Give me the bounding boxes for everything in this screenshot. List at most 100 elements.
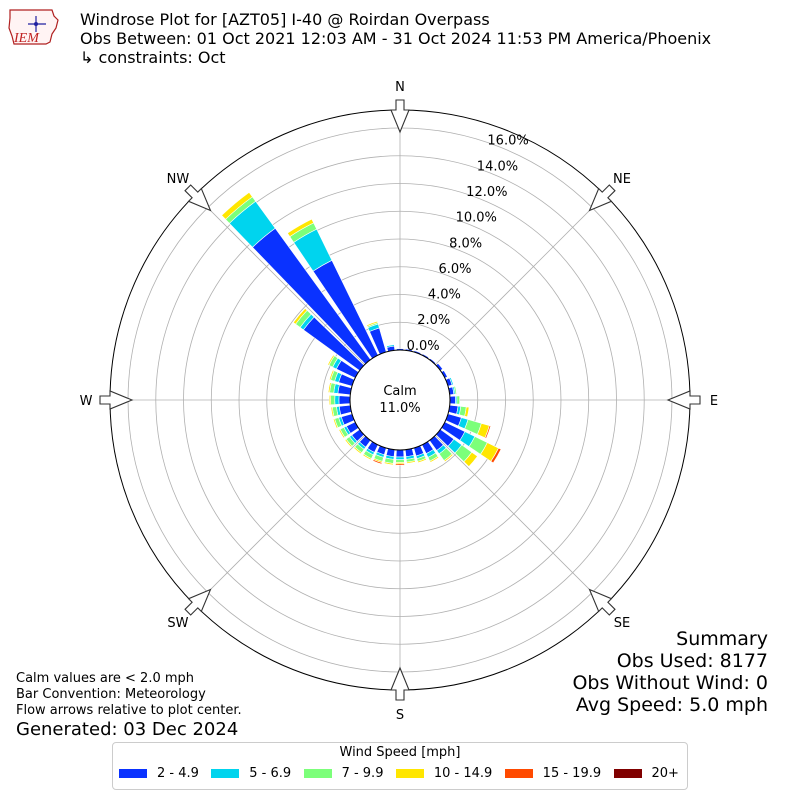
obs-without-wind: Obs Without Wind: 0: [572, 672, 768, 694]
windrose-bar-segment: [395, 449, 405, 458]
iem-logo-graphic: IEM: [8, 9, 59, 46]
windrose-bar-segment: [338, 428, 346, 439]
windrose-bar-segment: [330, 394, 336, 406]
windrose-bar-segment: [328, 369, 335, 381]
windrose-bar-segment: [338, 395, 351, 405]
legend-label: 2 - 4.9: [157, 766, 199, 781]
direction-label: W: [80, 394, 93, 409]
windrose-bar-segment: [344, 438, 353, 448]
radial-tick-label: 0.0%: [407, 339, 440, 354]
flow-arrow: [184, 588, 212, 616]
spoke-line: [194, 435, 365, 606]
windrose-bar-segment: [327, 354, 335, 366]
flow-arrows-note: Flow arrows relative to plot center.: [16, 703, 242, 718]
windrose-bar-segment: [332, 418, 339, 429]
spoke-line: [435, 194, 606, 365]
direction-label: N: [395, 80, 405, 95]
spoke-line: [194, 194, 365, 365]
flow-arrow: [588, 184, 616, 212]
legend-label: 5 - 6.9: [249, 766, 292, 781]
radial-tick-label: 8.0%: [449, 236, 482, 251]
legend-item: 5 - 6.9: [211, 766, 291, 781]
flow-arrow: [184, 184, 212, 212]
radial-tick-label: 10.0%: [456, 211, 497, 226]
direction-label: E: [710, 394, 718, 409]
notes-panel: Calm values are < 2.0 mph Bar Convention…: [16, 671, 242, 719]
windrose-bar-segment: [292, 307, 308, 325]
windrose-bar-segment: [353, 446, 363, 455]
windrose-bar-segment: [464, 406, 470, 418]
windrose-bar-segment: [406, 460, 416, 464]
radial-tick-label: 2.0%: [417, 313, 450, 328]
windrose-bar-segment: [443, 453, 454, 463]
flow-arrow: [99, 390, 134, 410]
grid-ring: [321, 321, 479, 479]
summary-heading: Summary: [676, 628, 768, 650]
windrose-bar-segment: [395, 456, 405, 461]
legend-label: 7 - 9.9: [341, 766, 384, 781]
legend-item: 15 - 19.9: [504, 766, 602, 781]
generated-date: Generated: 03 Dec 2024: [16, 719, 239, 740]
windrose-bar-segment: [383, 461, 394, 466]
avg-speed: Avg Speed: 5.0 mph: [575, 694, 768, 716]
flow-arrow: [390, 99, 410, 134]
radial-tick-label: 16.0%: [487, 134, 528, 149]
windrose-bar-segment: [366, 320, 379, 327]
legend-label: 20+: [651, 766, 679, 781]
legend-item: 2 - 4.9: [119, 766, 199, 781]
windrose-bar-segment: [449, 395, 456, 405]
windrose-bar-segment: [429, 455, 440, 463]
windrose-bar-segment: [386, 344, 395, 348]
windrose-bar-segment: [490, 447, 502, 464]
windrose-bar-segment: [221, 191, 253, 220]
direction-label: NE: [613, 172, 631, 187]
legend-item: 20+: [613, 766, 679, 781]
calm-label: Calm: [383, 384, 416, 399]
direction-label: S: [396, 708, 404, 723]
title-block: Windrose Plot for [AZT05] I-40 @ Roirdan…: [80, 10, 711, 67]
legend-item: 10 - 14.9: [395, 766, 493, 781]
direction-label: NW: [167, 172, 190, 187]
legend-title: Wind Speed [mph]: [339, 745, 461, 760]
windrose-bar-segment: [334, 395, 340, 405]
grid-ring: [183, 183, 617, 617]
windrose-bar-segment: [330, 406, 335, 418]
chart-subtitle: Obs Between: 01 Oct 2021 12:03 AM - 31 O…: [80, 29, 712, 48]
windrose-bar-segment: [417, 457, 427, 464]
windrose-bar-segment: [463, 451, 478, 467]
legend-swatch: [613, 769, 642, 778]
legend-swatch: [504, 769, 533, 778]
windrose-bars: [221, 191, 502, 467]
calm-note: Calm values are < 2.0 mph: [16, 671, 195, 686]
windrose-bar-segment: [337, 384, 352, 396]
grid-ring: [238, 238, 562, 562]
flow-arrow: [666, 390, 701, 410]
legend-swatch: [395, 769, 424, 778]
legend-swatch: [303, 769, 332, 778]
direction-arrows: [99, 99, 701, 701]
chart-title: Windrose Plot for [AZT05] I-40 @ Roirdan…: [80, 10, 490, 29]
windrose-bar-segment: [328, 394, 332, 406]
windrose-bar-segment: [453, 385, 457, 395]
windrose-bar-segment: [456, 395, 461, 405]
legend-item: 7 - 9.9: [303, 766, 384, 781]
radial-tick-label: 6.0%: [438, 262, 471, 277]
windrose-bar-segment: [395, 463, 405, 466]
windrose-bar-segment: [327, 382, 332, 393]
flow-arrow: [588, 588, 616, 616]
legend-label: 10 - 14.9: [433, 766, 493, 781]
grid-ring: [294, 294, 506, 506]
constraints-label: ↳ constraints: Oct: [80, 48, 226, 67]
obs-used: Obs Used: 8177: [616, 650, 768, 672]
legend: Wind Speed [mph] 2 - 4.9 5 - 6.9 7 - 9.9 10…: [112, 742, 688, 790]
legend-label: 15 - 19.9: [542, 766, 602, 781]
legend-swatch: [211, 769, 240, 778]
spoke-line: [435, 435, 606, 606]
summary-panel: Summary Obs Used: 8177 Obs Without Wind:…: [572, 628, 768, 716]
flow-arrow: [390, 666, 410, 701]
windrose-bar-segment: [449, 377, 454, 386]
calm-circle: [349, 349, 451, 451]
radial-tick-label: 14.0%: [477, 159, 518, 174]
windrose-bar-segment: [287, 218, 315, 238]
